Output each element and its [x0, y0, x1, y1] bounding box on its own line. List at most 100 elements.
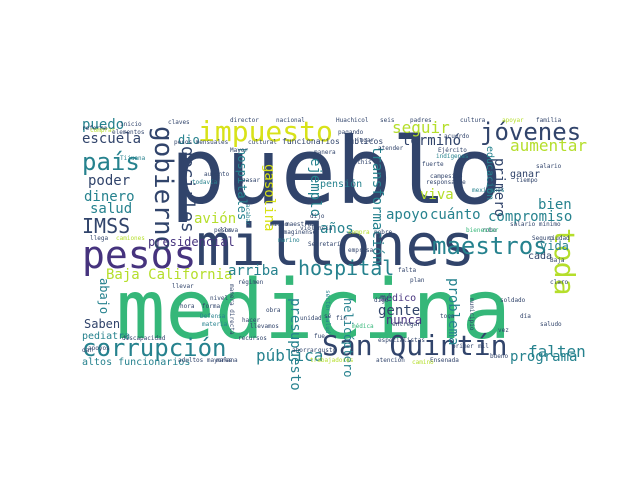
word: camiones — [116, 235, 145, 242]
word: bueno — [490, 353, 509, 360]
word: años — [320, 221, 354, 237]
word: Tijuana — [120, 155, 146, 162]
word: apoyo — [386, 207, 429, 223]
word: problema — [445, 278, 461, 346]
word: dar — [82, 347, 93, 354]
word-cloud: pueblo medicina millones pesos San Quintín co… — [80, 117, 587, 391]
word: corrupción — [82, 334, 227, 362]
word: arriba — [228, 263, 279, 279]
word: recursos — [238, 335, 267, 342]
word: claves — [168, 119, 190, 126]
word: pagando — [338, 129, 364, 136]
word: presidencial — [148, 235, 235, 249]
word: jóvenes — [480, 118, 582, 146]
word: forma — [202, 303, 221, 310]
word: maestras — [286, 221, 315, 228]
word: aumentar — [510, 136, 588, 155]
word: Ejército — [438, 147, 467, 154]
word: primer — [452, 343, 474, 350]
word: sé — [324, 313, 332, 320]
word: saludo — [540, 321, 562, 328]
word: atender — [378, 145, 404, 152]
word: IMSS — [82, 214, 131, 238]
word: comprar — [90, 127, 116, 134]
word: nacional — [276, 117, 305, 124]
word: obra — [266, 307, 281, 314]
word: nunca — [386, 313, 423, 327]
word: claro — [550, 279, 569, 286]
word: camino — [412, 359, 434, 366]
word: familia — [536, 117, 562, 124]
word: reforma — [82, 125, 108, 132]
word: adultos mayores — [178, 357, 233, 364]
word: seguir — [392, 118, 450, 137]
word: avión — [194, 211, 237, 227]
word: violencia — [300, 225, 333, 232]
word: dijo — [310, 213, 325, 220]
word: municipio — [468, 298, 475, 331]
word: acuerdo — [444, 133, 470, 140]
word: país — [82, 148, 140, 176]
word: maestros — [432, 232, 548, 260]
word: compra — [348, 229, 370, 236]
word: dio — [178, 133, 200, 147]
word: vida — [540, 239, 569, 253]
word: bien — [538, 197, 572, 213]
word: Baja California — [106, 267, 233, 283]
word: director — [230, 117, 259, 124]
word: especialistas — [378, 337, 425, 344]
word: materia — [202, 321, 228, 328]
word: todavía — [192, 179, 218, 186]
word: falten — [528, 342, 586, 361]
word: altos funcionarios — [82, 357, 191, 368]
word: hacer — [242, 317, 261, 324]
word: gusto — [318, 347, 337, 354]
word: funcionarios públicos — [282, 137, 384, 146]
word: soldado — [500, 297, 526, 304]
word: Seguro — [532, 235, 554, 242]
word: pueblo — [170, 118, 503, 225]
word: ganar — [510, 169, 541, 180]
word: ahorrar — [292, 347, 318, 354]
word: manera directa — [228, 284, 235, 335]
word: marino — [278, 237, 300, 244]
word: presupuesto — [287, 298, 303, 391]
word: jugar — [356, 137, 375, 144]
word: ciudad — [548, 235, 570, 242]
word: llevar — [172, 283, 194, 290]
word: seis — [380, 117, 395, 124]
word: Mayor — [230, 147, 249, 154]
word: manera — [314, 149, 336, 156]
word: cultural — [248, 139, 277, 146]
word: mismo — [270, 221, 289, 228]
word: Imaginense — [280, 229, 317, 236]
word: gente — [378, 303, 421, 319]
word: poder — [88, 173, 131, 189]
word: pediatra — [82, 331, 131, 342]
word: digo — [374, 297, 389, 304]
word: régimen — [238, 279, 264, 286]
word: indígenas — [436, 153, 469, 160]
word: tiempo — [516, 177, 538, 184]
word: salario mínimo — [510, 221, 561, 228]
word: sector salud — [324, 290, 331, 334]
word: hora — [180, 303, 195, 310]
word: pesos — [82, 233, 197, 277]
word: viva — [420, 187, 454, 203]
word: robo — [482, 227, 497, 234]
word: Ensenada — [430, 357, 459, 364]
word: lleva — [220, 227, 239, 234]
word: apoyos — [88, 345, 110, 352]
word: mil — [478, 343, 489, 350]
word: salud — [90, 201, 133, 217]
word: abajo — [97, 278, 111, 315]
word: día — [520, 313, 531, 320]
word: fue — [314, 333, 325, 340]
word: pensión — [320, 179, 363, 190]
word: dinero — [84, 189, 135, 205]
word: llevamos — [250, 323, 279, 330]
word: escuela — [82, 131, 142, 147]
word: salario — [536, 163, 562, 170]
word: plan — [410, 277, 425, 284]
word: toca — [440, 313, 455, 320]
